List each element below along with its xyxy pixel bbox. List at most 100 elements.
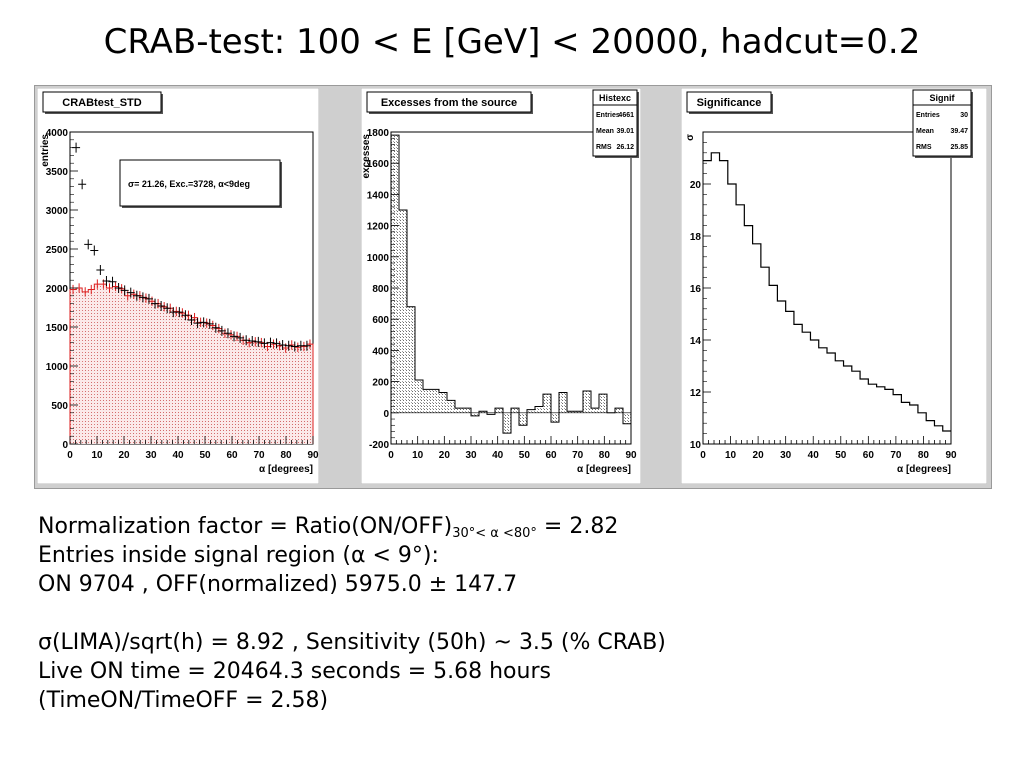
histogram-bar xyxy=(294,347,301,444)
chart-title: CRABtest_STD xyxy=(62,97,142,109)
data-point xyxy=(223,328,232,339)
histogram-bar xyxy=(246,342,253,444)
data-point xyxy=(236,332,245,343)
lima-line: σ(LIMA)/sqrt(h) = 8.92 , Sensitivity (50… xyxy=(38,630,666,655)
histogram-bar xyxy=(431,389,439,413)
histogram-bar xyxy=(455,408,463,413)
chart-title: Significance xyxy=(697,97,762,109)
on-off-line: ON 9704 , OFF(normalized) 5975.0 ± 147.7 xyxy=(38,572,518,597)
histogram-bar xyxy=(503,412,511,434)
histogram-bar xyxy=(234,336,241,444)
stats-value: 30 xyxy=(960,112,968,119)
histogram-bar xyxy=(258,342,265,444)
histogram-bar xyxy=(240,340,247,444)
data-point xyxy=(78,179,87,190)
histogram-bar xyxy=(391,135,399,413)
significance-line xyxy=(703,152,951,432)
histogram-bar xyxy=(519,412,527,426)
histogram-bar xyxy=(270,344,277,444)
histogram-bar xyxy=(559,392,567,413)
stats-label: Entries xyxy=(596,112,620,119)
data-point xyxy=(217,325,226,336)
annotation-box xyxy=(119,159,281,207)
histogram-bar xyxy=(495,408,503,413)
x-tick-label: 30 xyxy=(780,450,792,461)
x-tick-label: 90 xyxy=(625,450,637,461)
histogram-bar xyxy=(583,390,591,413)
normalization-label: Normalization factor = Ratio(ON/OFF) xyxy=(38,514,453,539)
data-point xyxy=(248,336,257,347)
data-point xyxy=(126,287,135,298)
data-point xyxy=(266,337,275,348)
data-point xyxy=(290,341,299,352)
blank-line xyxy=(38,599,666,628)
data-point xyxy=(157,300,166,311)
histogram-bar xyxy=(173,311,180,444)
y-tick-label: 1800 xyxy=(367,128,390,139)
histogram-bar xyxy=(94,284,101,444)
histogram-bar xyxy=(76,288,83,444)
histogram-bar xyxy=(591,408,599,413)
stats-name: Signif xyxy=(930,93,956,103)
stats-name: Histexc xyxy=(599,93,631,103)
x-tick-label: 0 xyxy=(388,450,394,461)
histogram-bar xyxy=(252,341,259,444)
data-point xyxy=(193,318,202,329)
histogram-bar xyxy=(399,210,407,413)
data-point xyxy=(144,293,153,304)
histogram-bar xyxy=(599,394,607,413)
histogram-bar xyxy=(535,406,543,413)
histogram-bar xyxy=(300,346,307,444)
histogram-bar xyxy=(439,392,447,413)
histogram-bar xyxy=(161,306,168,444)
data-point xyxy=(187,314,196,325)
histogram-bar xyxy=(70,289,77,444)
histogram-bar xyxy=(264,346,271,444)
y-tick-label: 600 xyxy=(372,315,389,326)
histogram-bar xyxy=(179,312,186,444)
x-tick-label: 70 xyxy=(572,450,584,461)
y-tick-label: 10 xyxy=(690,440,702,451)
histogram-bar xyxy=(106,288,113,444)
data-point xyxy=(199,317,208,328)
data-point xyxy=(151,298,160,309)
histogram-bar xyxy=(191,317,198,444)
data-point xyxy=(242,335,251,346)
x-axis-label: α [degrees] xyxy=(577,464,631,475)
data-point xyxy=(108,276,117,287)
x-tick-label: 20 xyxy=(753,450,765,461)
x-tick-label: 60 xyxy=(545,450,557,461)
histogram-bar xyxy=(479,411,487,413)
y-tick-label: 1000 xyxy=(46,362,69,373)
y-tick-label: 1600 xyxy=(367,159,390,170)
histogram-bar xyxy=(567,411,575,413)
entries-line: Entries inside signal region (α < 9°): xyxy=(38,543,439,568)
x-tick-label: 80 xyxy=(918,450,930,461)
panel-excesses: Excesses from the source Histexc Entries 46… xyxy=(361,88,641,484)
y-tick-label: 2500 xyxy=(46,245,69,256)
x-tick-label: 90 xyxy=(307,450,319,461)
histogram-bar xyxy=(221,333,228,444)
histogram-bar xyxy=(471,412,479,416)
stats-value: 25.85 xyxy=(950,144,968,151)
chart-excesses: Excesses from the source Histexc Entries46… xyxy=(361,88,641,484)
title-box xyxy=(366,91,532,113)
data-point xyxy=(132,290,141,301)
histogram-bar xyxy=(511,408,519,413)
histogram-bar xyxy=(88,289,95,444)
y-tick-label: 0 xyxy=(62,440,68,451)
histogram-bar xyxy=(142,298,149,444)
data-point xyxy=(90,245,99,256)
histogram-bar xyxy=(623,412,631,424)
histogram-bar xyxy=(463,408,471,413)
stats-value: 39.01 xyxy=(616,128,634,135)
live-time-line: Live ON time = 20464.3 seconds = 5.68 ho… xyxy=(38,659,551,684)
histogram-bar xyxy=(551,412,559,423)
stats-value: 39.47 xyxy=(950,128,968,135)
y-tick-label: 3500 xyxy=(46,167,69,178)
data-point xyxy=(102,275,111,286)
histogram-bar xyxy=(415,380,423,413)
annotation-text: σ= 21.26, Exc.=3728, α<9deg xyxy=(128,179,250,189)
stats-label: Entries xyxy=(916,112,940,119)
y-tick-label: 500 xyxy=(51,401,68,412)
